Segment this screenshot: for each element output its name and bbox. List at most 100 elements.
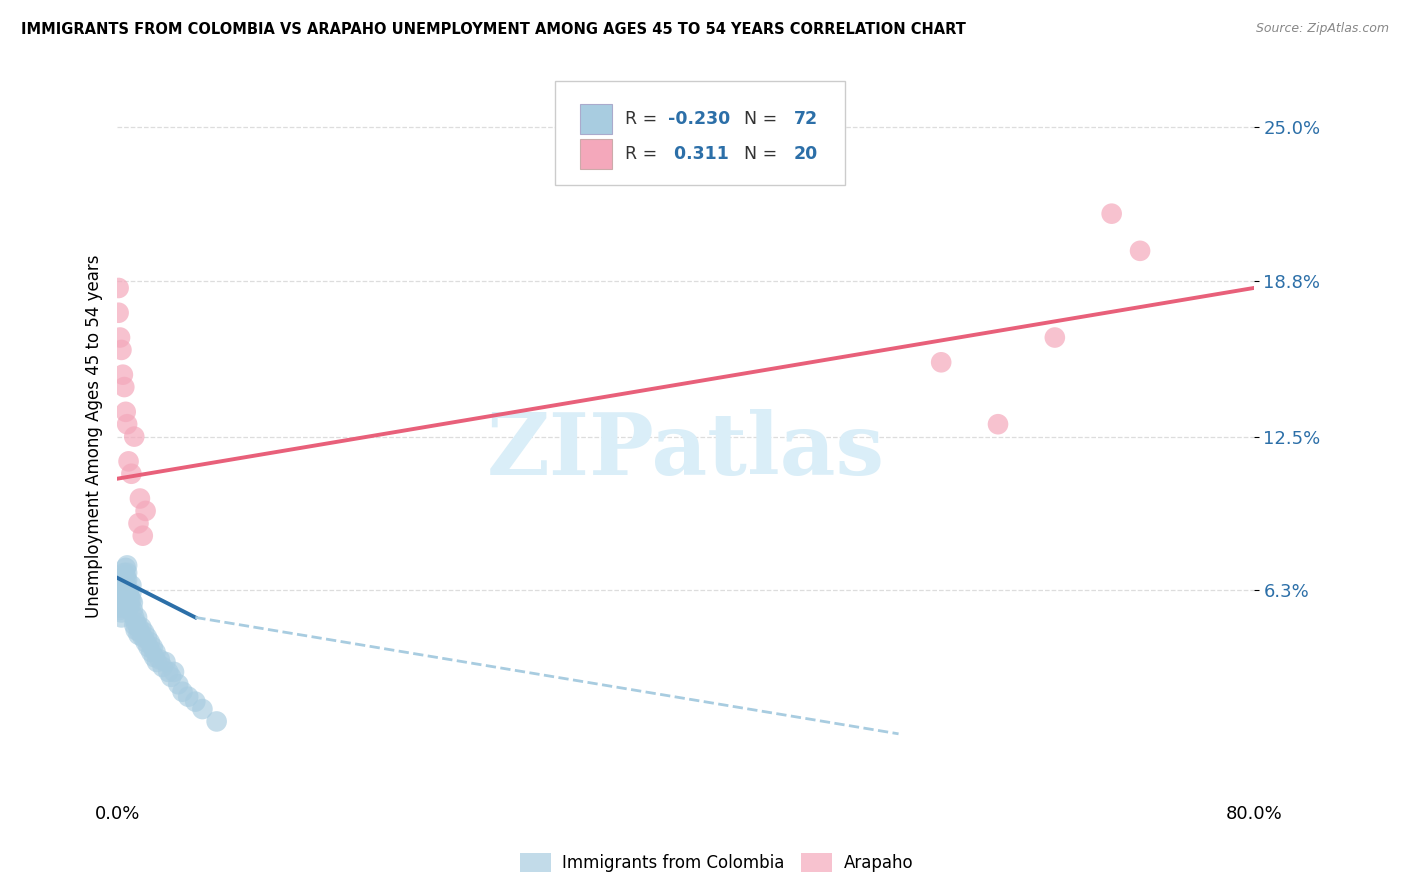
- Point: [205, 714, 228, 729]
- Point: [122, 429, 145, 443]
- Text: R =: R =: [626, 110, 664, 128]
- Point: [155, 655, 177, 669]
- Point: [110, 343, 132, 357]
- Text: N =: N =: [733, 110, 783, 128]
- Point: [111, 585, 134, 599]
- Point: [120, 467, 142, 481]
- Point: [128, 516, 150, 531]
- Point: [1043, 330, 1066, 344]
- Point: [112, 574, 135, 588]
- Point: [115, 417, 138, 432]
- Point: [111, 578, 134, 592]
- Point: [160, 670, 183, 684]
- Point: [117, 600, 139, 615]
- Point: [108, 588, 131, 602]
- Point: [110, 583, 132, 598]
- Point: [138, 640, 160, 654]
- Point: [143, 650, 166, 665]
- Point: [108, 330, 131, 344]
- Point: [115, 574, 138, 588]
- Point: [120, 578, 142, 592]
- Point: [114, 583, 136, 598]
- Point: [124, 615, 146, 630]
- Point: [115, 566, 138, 580]
- Point: [987, 417, 1010, 432]
- Text: IMMIGRANTS FROM COLOMBIA VS ARAPAHO UNEMPLOYMENT AMONG AGES 45 TO 54 YEARS CORRE: IMMIGRANTS FROM COLOMBIA VS ARAPAHO UNEM…: [21, 22, 966, 37]
- Point: [110, 606, 132, 620]
- FancyBboxPatch shape: [579, 139, 612, 169]
- Point: [142, 640, 165, 654]
- Point: [112, 581, 135, 595]
- Point: [121, 603, 143, 617]
- Point: [929, 355, 952, 369]
- Point: [167, 677, 190, 691]
- Point: [146, 655, 169, 669]
- Point: [107, 306, 129, 320]
- Point: [135, 635, 157, 649]
- Point: [139, 635, 162, 649]
- Point: [111, 600, 134, 615]
- Point: [117, 593, 139, 607]
- Point: [191, 702, 214, 716]
- Point: [1129, 244, 1152, 258]
- Point: [122, 610, 145, 624]
- Text: 72: 72: [793, 110, 817, 128]
- Text: N =: N =: [733, 145, 783, 163]
- Point: [110, 598, 132, 612]
- Point: [111, 368, 134, 382]
- Point: [136, 630, 159, 644]
- Point: [145, 645, 167, 659]
- Text: R =: R =: [626, 145, 664, 163]
- Point: [111, 571, 134, 585]
- Point: [117, 585, 139, 599]
- Point: [128, 628, 150, 642]
- Point: [118, 591, 141, 605]
- Text: Arapaho: Arapaho: [844, 854, 914, 871]
- Text: 20: 20: [793, 145, 818, 163]
- Point: [111, 593, 134, 607]
- Point: [121, 596, 143, 610]
- Point: [112, 566, 135, 580]
- Point: [110, 610, 132, 624]
- Point: [114, 568, 136, 582]
- Point: [129, 625, 152, 640]
- Point: [114, 405, 136, 419]
- Point: [120, 593, 142, 607]
- Point: [118, 598, 141, 612]
- Point: [117, 454, 139, 468]
- Point: [120, 585, 142, 599]
- Point: [149, 652, 172, 666]
- Point: [108, 583, 131, 598]
- Point: [122, 618, 145, 632]
- Point: [124, 623, 146, 637]
- Point: [107, 281, 129, 295]
- Point: [1101, 207, 1123, 221]
- Point: [134, 625, 156, 640]
- Point: [184, 695, 207, 709]
- Point: [115, 558, 138, 573]
- Y-axis label: Unemployment Among Ages 45 to 54 years: Unemployment Among Ages 45 to 54 years: [86, 255, 103, 618]
- Point: [108, 596, 131, 610]
- Point: [110, 575, 132, 590]
- Point: [112, 380, 135, 394]
- Point: [129, 491, 152, 506]
- Point: [157, 665, 180, 679]
- Point: [141, 645, 163, 659]
- Point: [107, 591, 129, 605]
- Point: [114, 561, 136, 575]
- Point: [114, 575, 136, 590]
- Point: [131, 620, 153, 634]
- Point: [112, 596, 135, 610]
- Point: [125, 610, 148, 624]
- Text: ZIPatlas: ZIPatlas: [486, 409, 884, 493]
- Text: Immigrants from Colombia: Immigrants from Colombia: [562, 854, 785, 871]
- Point: [152, 660, 174, 674]
- Point: [108, 603, 131, 617]
- FancyBboxPatch shape: [579, 104, 612, 134]
- FancyBboxPatch shape: [555, 81, 845, 186]
- Point: [110, 591, 132, 605]
- Point: [163, 665, 186, 679]
- Text: 0.311: 0.311: [668, 145, 730, 163]
- Text: Source: ZipAtlas.com: Source: ZipAtlas.com: [1256, 22, 1389, 36]
- Point: [177, 690, 200, 704]
